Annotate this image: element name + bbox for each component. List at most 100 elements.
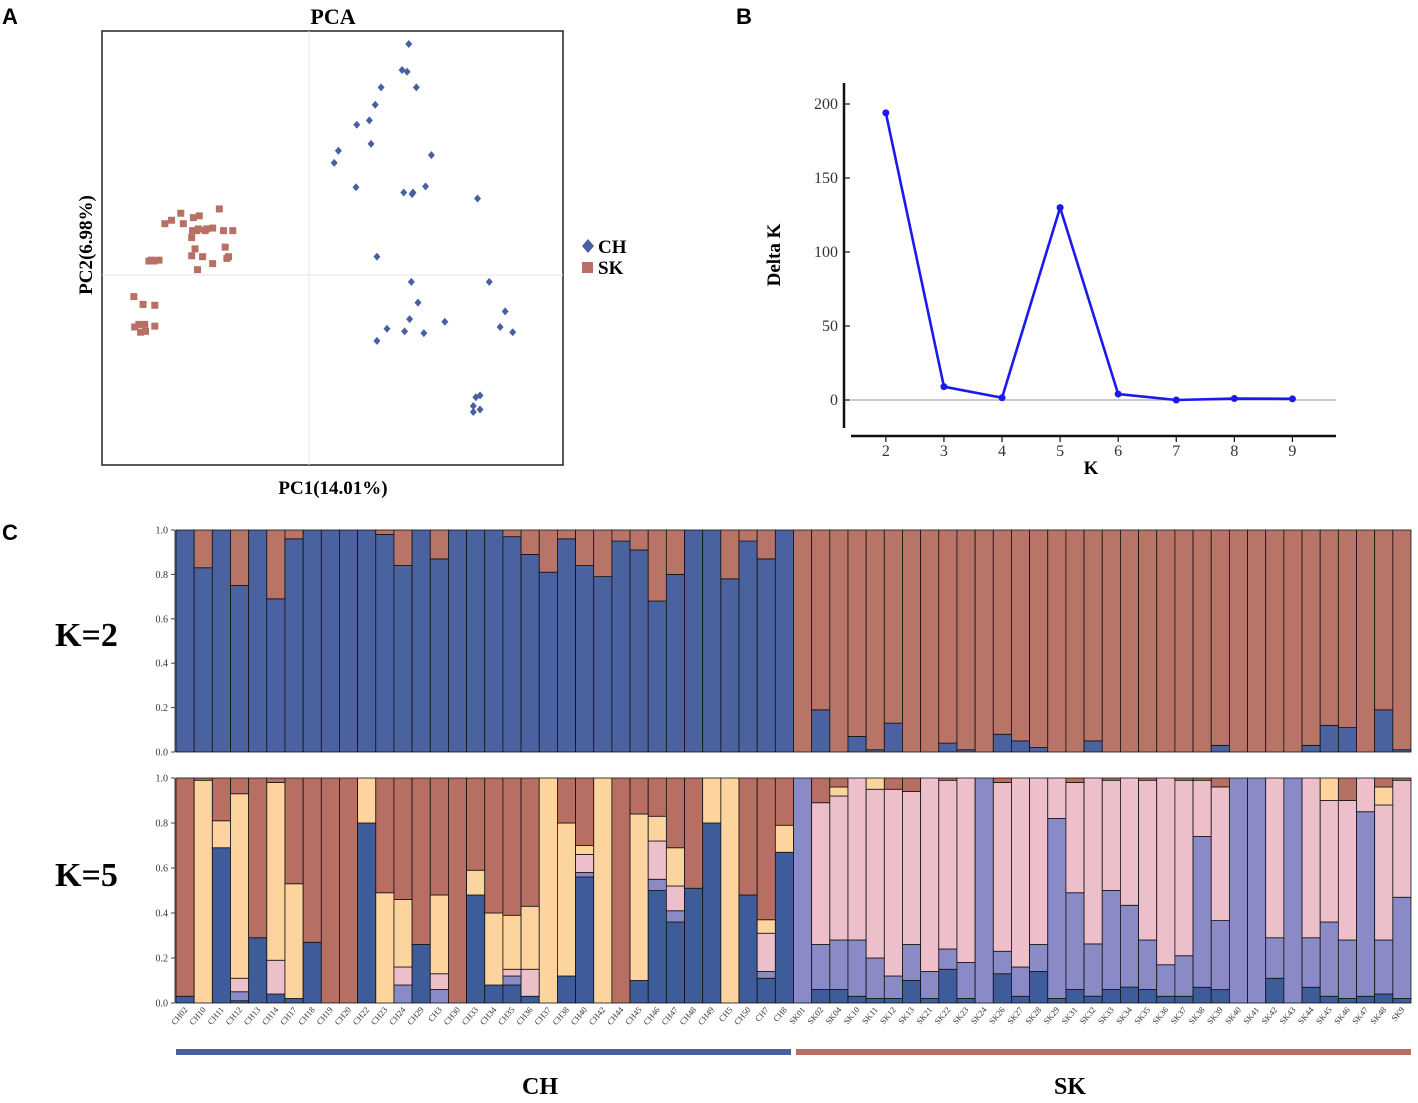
pca-point-sk	[151, 301, 159, 309]
deltak-x-label: K	[1084, 458, 1099, 479]
k2-y-axis: 0.0 0.2 0.4 0.6 0.8 1.0	[156, 526, 176, 759]
sample-label: CH8	[771, 1005, 789, 1024]
k5-bar-segment	[1392, 777, 1412, 781]
pca-frame	[101, 30, 564, 466]
sample-label: CH02	[169, 1005, 190, 1027]
k5-bar-segment	[230, 977, 250, 993]
k5-bar-segment	[502, 968, 522, 977]
sample-label: CH33	[459, 1005, 480, 1027]
sample-label: SK28	[1023, 1005, 1043, 1026]
k5-bar-segment	[520, 968, 540, 997]
k2-bar-segment	[448, 529, 467, 753]
k5-bar-segment	[1392, 779, 1412, 898]
pca-title: PCA	[310, 4, 355, 29]
k5-bar-segment	[1319, 995, 1339, 1004]
k2-bar-segment	[375, 529, 395, 535]
pca-point-ch	[427, 151, 435, 160]
pca-point-sk	[142, 327, 150, 335]
pca-point-ch	[365, 116, 373, 125]
pca-point-sk	[189, 227, 197, 235]
k2-bar-segment	[611, 529, 631, 542]
sample-label: CH49	[696, 1005, 717, 1027]
sample-label: CH37	[532, 1005, 553, 1027]
k5-bar-segment	[1065, 777, 1085, 783]
pca-y-label: PC2(6.98%)	[76, 195, 97, 295]
deltak-x-tick-label: 7	[1172, 443, 1180, 460]
pca-point-ch	[414, 298, 422, 307]
k2-bar-segment	[1029, 529, 1049, 748]
k5-bar-segment	[883, 998, 903, 1004]
k5-bar-segment	[302, 777, 322, 943]
k5-bar-segment	[847, 995, 867, 1004]
k5-bar-segment	[248, 777, 268, 939]
k2-bar-segment	[302, 529, 322, 753]
sample-label: CH36	[514, 1005, 535, 1027]
k2-bar-segment	[847, 529, 867, 737]
k5-bar-segment	[738, 777, 758, 896]
k2-bar-segment	[1192, 529, 1212, 753]
pca-point-sk	[137, 328, 145, 336]
pca-point-ch	[501, 307, 509, 316]
sk-group-label: SK	[1054, 1074, 1086, 1100]
k5-bar-segment	[938, 948, 958, 970]
deltak-point	[1288, 395, 1296, 403]
k2-bar-segment	[920, 529, 940, 753]
k5-bar-segment	[1374, 777, 1394, 788]
pca-x-label: PC1(14.01%)	[278, 478, 387, 499]
k5-bar-segment	[1011, 995, 1031, 1004]
deltak-point	[998, 394, 1006, 402]
k5-bar-segment	[502, 914, 522, 970]
k2-y-tick-label: 0.0	[156, 748, 169, 759]
k5-bar-segment	[1356, 777, 1376, 813]
pca-point-ch	[407, 277, 415, 286]
k2-bar-segment	[375, 534, 395, 753]
pca-point-sk	[155, 256, 163, 264]
k2-bar-segment	[502, 529, 522, 538]
legend-sk-square-icon	[582, 262, 593, 273]
k2-bar-segment	[1210, 744, 1230, 753]
pca-point-ch	[334, 146, 342, 155]
k5-bar-segment	[974, 777, 994, 1004]
k5-bar-segment	[902, 944, 922, 981]
pca-point-sk	[220, 227, 228, 235]
k5-bar-segment	[502, 984, 522, 1004]
k5-bar-segment	[375, 892, 395, 1004]
pca-point-sk	[168, 216, 176, 224]
k2-bar-segment	[1120, 529, 1139, 753]
k5-bar-segment	[284, 883, 304, 999]
k2-bar-segment	[248, 529, 268, 753]
k5-bar-segment	[1392, 998, 1412, 1004]
k5-bar-segment	[1138, 939, 1158, 990]
sample-label: CH18	[296, 1005, 317, 1027]
k2-bar-segment	[1392, 529, 1412, 751]
k2-bar-segment	[774, 529, 794, 753]
deltak-x-tick-label: 4	[998, 443, 1006, 460]
k5-bar-segment	[793, 777, 813, 1004]
k5-bar-segment	[902, 980, 922, 1004]
k5-bar-segment	[629, 813, 649, 981]
k5-bar-segment	[702, 777, 722, 824]
k2-bar-segment	[1265, 529, 1285, 753]
k5-bar-segment	[411, 777, 431, 945]
pca-point-ch	[441, 317, 449, 326]
k2-y-tick-label: 0.4	[156, 659, 169, 670]
k2-bar-segment	[1301, 744, 1321, 753]
k5-bar-segment	[647, 840, 667, 880]
k5-bar-segment	[1156, 777, 1176, 966]
k2-bar-segment	[992, 529, 1012, 735]
k5-bar-segment	[1138, 989, 1158, 1004]
deltak-point	[882, 109, 890, 117]
sample-label: SK31	[1059, 1005, 1079, 1026]
k5-bar-segment	[1120, 904, 1139, 988]
k5-bar-segment	[883, 788, 903, 977]
k5-bar-segment	[1301, 986, 1321, 1004]
sample-label: CH22	[351, 1005, 372, 1027]
deltak-y-tick-label: 100	[814, 244, 838, 261]
k5-bar-segment	[865, 998, 885, 1004]
deltak-x-tick-label: 2	[882, 443, 890, 460]
pca-point-ch	[398, 66, 406, 75]
k5-bar-segment	[1192, 779, 1212, 837]
k5-bar-segment	[756, 777, 776, 921]
k5-bar-segment	[393, 899, 413, 968]
k5-bar-segment	[302, 941, 322, 1004]
